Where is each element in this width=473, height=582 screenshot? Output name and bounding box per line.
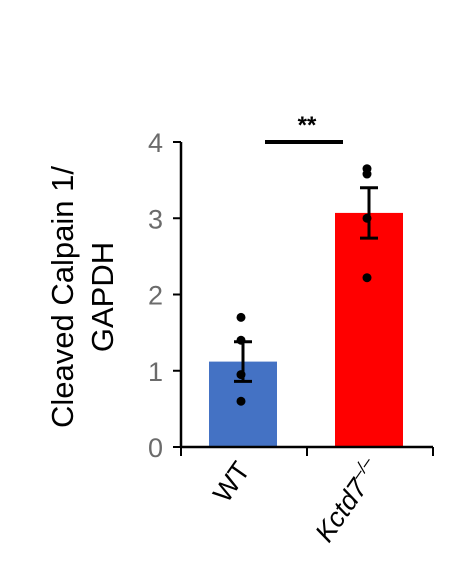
y-axis-title: Cleaved Calpain 1/ GAPDH [45,166,120,428]
y-tick-label: 4 [148,128,163,158]
y-axis-ticks: 0 1 2 3 4 [148,128,181,463]
bar-1 [335,212,403,447]
y-tick-label: 1 [148,357,163,387]
axes [179,142,434,456]
significance-label: ** [298,112,317,139]
significance-marker: ** [265,112,343,144]
y-tick-label: 3 [148,204,163,234]
error-bars [234,186,378,383]
data-point [362,273,372,283]
x-axis-categories: WT Kctd7–/– [207,453,388,548]
data-point [236,312,246,322]
category-name: WT [207,456,256,508]
category-label-0: WT [207,456,256,508]
y-axis-title-line1: Cleaved Calpain 1/ [45,166,80,428]
y-axis-title-line2: GAPDH [85,242,120,352]
y-tick-label: 2 [148,281,163,311]
category-label-1: Kctd7–/– [308,453,388,548]
data-point [362,169,372,179]
category-name: Kctd7 [309,473,374,548]
y-tick-label: 0 [148,433,163,463]
data-point [236,396,246,406]
bars [209,212,403,447]
